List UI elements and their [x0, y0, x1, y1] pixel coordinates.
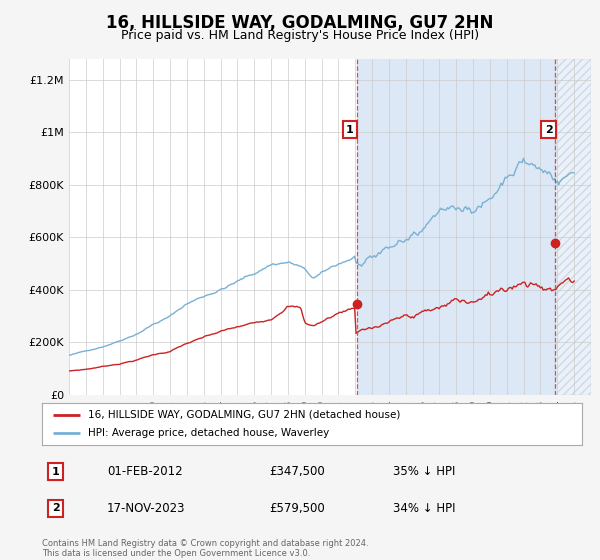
Text: 16, HILLSIDE WAY, GODALMING, GU7 2HN: 16, HILLSIDE WAY, GODALMING, GU7 2HN	[106, 14, 494, 32]
Text: 17-NOV-2023: 17-NOV-2023	[107, 502, 185, 515]
Text: Contains HM Land Registry data © Crown copyright and database right 2024.
This d: Contains HM Land Registry data © Crown c…	[42, 539, 368, 558]
Bar	[556, 59, 591, 395]
Text: 2: 2	[52, 503, 59, 513]
Text: 1: 1	[52, 467, 59, 477]
Text: £347,500: £347,500	[269, 465, 325, 478]
Text: 16, HILLSIDE WAY, GODALMING, GU7 2HN (detached house): 16, HILLSIDE WAY, GODALMING, GU7 2HN (de…	[88, 409, 400, 419]
Text: £579,500: £579,500	[269, 502, 325, 515]
Bar	[356, 59, 556, 395]
Text: 2: 2	[545, 125, 553, 134]
Text: HPI: Average price, detached house, Waverley: HPI: Average price, detached house, Wave…	[88, 428, 329, 438]
Text: 1: 1	[346, 125, 354, 134]
Text: 35% ↓ HPI: 35% ↓ HPI	[393, 465, 455, 478]
Text: 34% ↓ HPI: 34% ↓ HPI	[393, 502, 455, 515]
Text: Price paid vs. HM Land Registry's House Price Index (HPI): Price paid vs. HM Land Registry's House …	[121, 29, 479, 42]
Text: 01-FEB-2012: 01-FEB-2012	[107, 465, 182, 478]
